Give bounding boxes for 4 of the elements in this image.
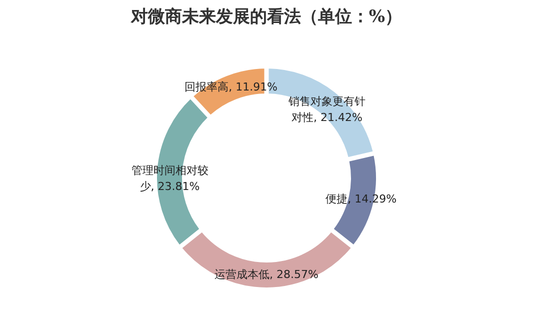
slice-label: 运营成本低, 28.57% <box>214 268 318 281</box>
donut-slice <box>181 231 352 288</box>
slice-label: 销售对象更有针对性, 21.42% <box>287 95 366 124</box>
chart-title: 对微商未来发展的看法（单位：%） <box>130 7 402 27</box>
